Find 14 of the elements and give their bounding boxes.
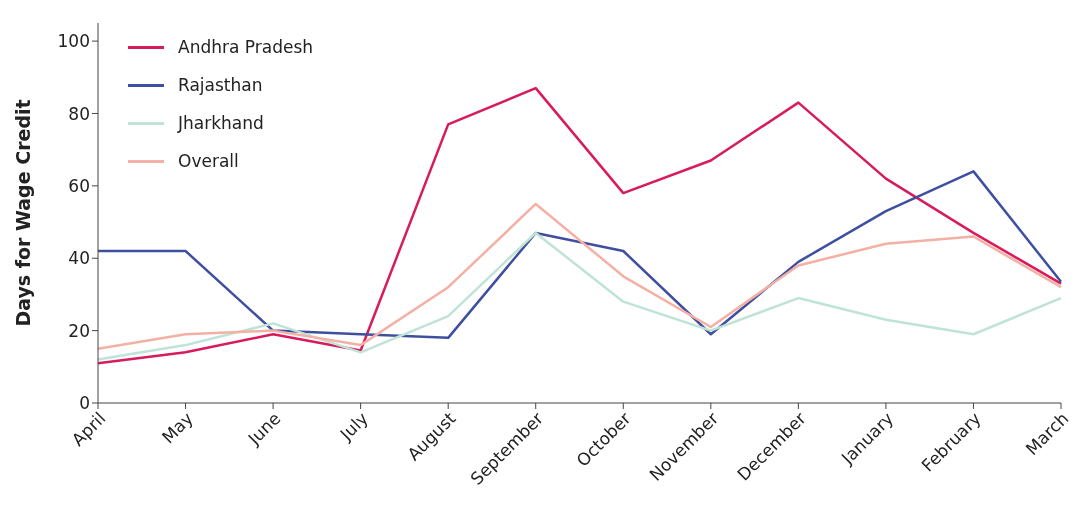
legend-label: Andhra Pradesh bbox=[178, 37, 314, 57]
y-tick-label: 20 bbox=[68, 320, 90, 341]
y-axis-title: Days for Wage Credit bbox=[11, 99, 34, 327]
y-tick-label: 100 bbox=[57, 31, 90, 52]
y-tick-label: 80 bbox=[68, 103, 90, 124]
legend-label: Jharkhand bbox=[178, 113, 264, 133]
y-tick-label: 40 bbox=[68, 248, 90, 269]
line-series bbox=[96, 202, 1063, 350]
line-series bbox=[96, 170, 1063, 340]
y-tick-label: 0 bbox=[79, 393, 90, 414]
y-tick-label: 60 bbox=[68, 175, 90, 196]
legend-label: Rajasthan bbox=[178, 75, 263, 95]
legend-label: Overall bbox=[178, 151, 239, 171]
line-series bbox=[96, 231, 1063, 361]
